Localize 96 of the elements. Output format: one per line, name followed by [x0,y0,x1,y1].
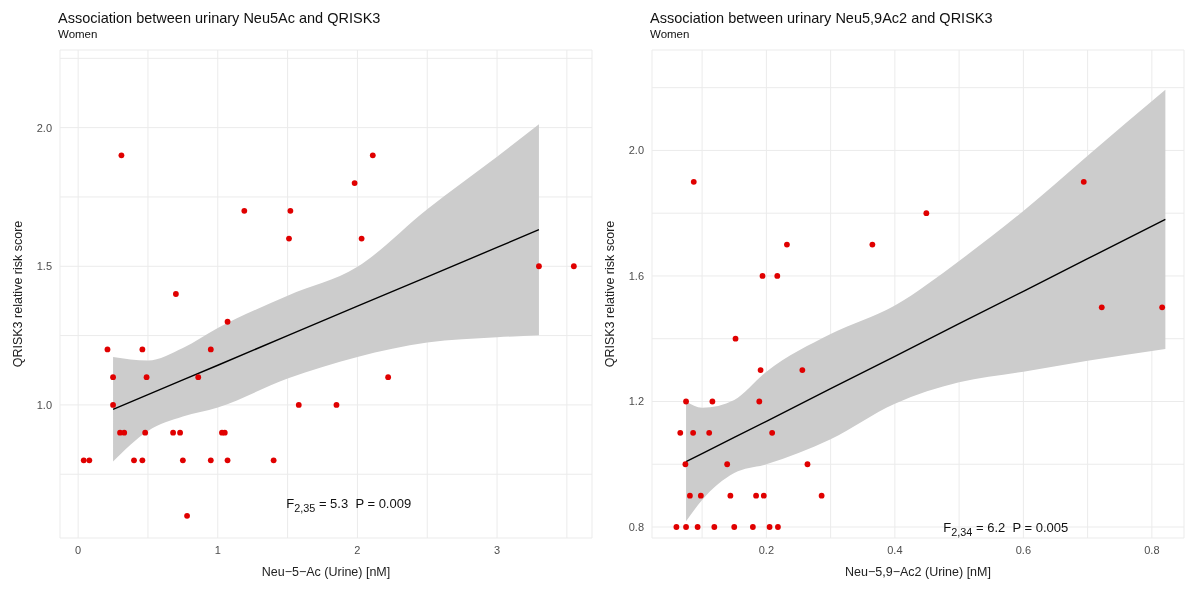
x-tick-label: 1 [214,543,221,556]
point [139,457,146,464]
point [1159,304,1166,311]
point [673,524,680,530]
point [110,374,116,381]
point [694,524,701,530]
point [682,461,689,468]
x-tick-label: 2 [354,543,361,556]
point [923,210,930,217]
point [570,263,577,270]
point [769,429,776,436]
point [170,429,176,436]
point [121,429,128,436]
x-tick-label: 0.8 [1144,543,1160,556]
y-tick-label: 1.6 [628,269,644,282]
y-tick-label: 1.0 [36,398,52,411]
point [80,457,87,464]
point [184,512,190,519]
point [287,207,294,214]
point [775,524,781,530]
point [110,402,116,408]
point [753,492,759,499]
annotation: F$_{2,34}$ = 6.2 P = 0.005 [943,520,1069,538]
point [749,524,756,530]
point [131,457,137,464]
point [683,524,689,530]
point [690,429,697,436]
point [173,291,179,297]
point [207,457,214,464]
x-axis-title: Neu−5,9−Ac2 (Urine) [nM] [845,565,991,579]
point [179,457,186,464]
point [766,524,773,530]
point [784,241,790,248]
point [706,429,713,436]
x-tick-label: 0.2 [758,543,775,556]
x-tick-label: 0.6 [1015,543,1032,556]
line-series [112,228,540,411]
point [358,235,365,242]
point [687,492,693,499]
y-axis-title: QRISK3 relative risk score [603,220,618,368]
point [759,273,766,279]
point [774,273,781,279]
point [536,263,542,270]
x-tick-label: 0 [75,543,82,556]
point [709,398,716,405]
point [727,492,734,499]
point [697,492,704,499]
point [804,461,811,468]
point [369,152,376,159]
y-tick-label: 2.0 [628,144,644,157]
point [118,152,125,159]
chart-title: Association between urinary Neu5,9Ac2 and QRISK3 [650,9,994,28]
point [1080,178,1087,185]
point [143,374,150,381]
chart-subtitle: Women [58,28,99,42]
point [724,461,731,468]
y-tick-label: 2.0 [36,121,52,134]
point [207,346,214,353]
point [385,374,392,381]
point [241,207,248,214]
point [351,180,358,186]
point [142,429,149,436]
y-tick-label: 1.5 [36,260,52,273]
point [731,524,738,530]
point [224,457,231,464]
point [818,492,825,499]
point [869,241,876,248]
y-tick-label: 1.2 [628,395,644,408]
point [760,492,767,499]
point [677,429,684,436]
point [86,457,93,464]
point [177,429,183,436]
point [756,398,763,405]
chart-subtitle: Women [650,28,691,42]
point [270,457,277,464]
point [683,398,689,405]
x-axis-title: Neu−5−Ac (Urine) [nM] [261,565,391,579]
point [295,402,302,408]
point [799,367,806,373]
chart-title: Association between urinary Neu5Ac and QRISK3 [58,9,382,28]
y-tick-label: 0.8 [628,520,644,533]
point [139,346,146,353]
x-tick-label: 3 [493,543,501,556]
annotation: F$_{2,35}$ = 5.3 P = 0.009 [286,496,412,514]
point [757,367,764,373]
point [690,178,697,185]
point [711,524,718,530]
point [333,402,340,408]
y-axis-title: QRISK3 relative risk score [11,220,26,368]
point [286,235,292,242]
x-tick-label: 0.4 [887,543,903,556]
point [732,335,739,342]
point [195,374,202,381]
point [104,346,111,353]
point [224,318,231,325]
point [1098,304,1105,311]
